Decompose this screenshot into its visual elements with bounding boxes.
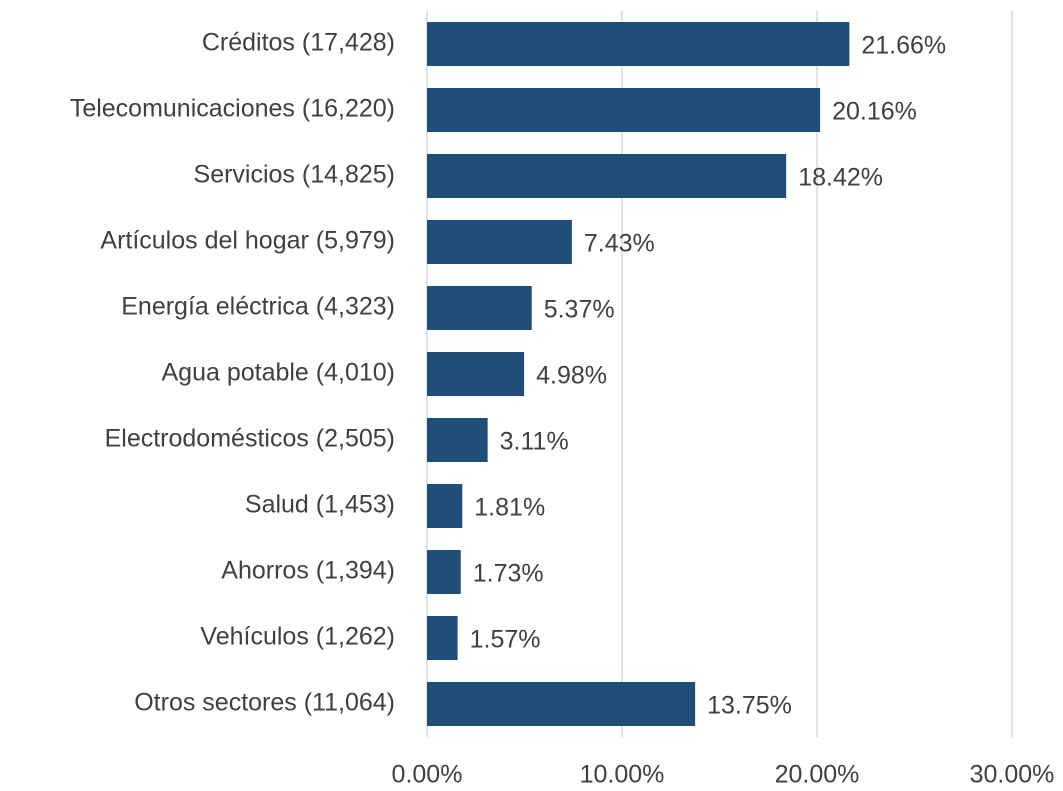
bar bbox=[427, 220, 572, 264]
x-tick-label: 20.00% bbox=[775, 761, 860, 789]
bar bbox=[427, 352, 525, 396]
y-tick-label: Telecomunicaciones (16,220) bbox=[70, 95, 395, 123]
bar bbox=[427, 22, 850, 66]
bar bbox=[427, 88, 821, 132]
value-label: 13.75% bbox=[707, 692, 792, 720]
value-label: 20.16% bbox=[832, 98, 917, 126]
value-label: 5.37% bbox=[544, 296, 615, 324]
value-label: 3.11% bbox=[500, 428, 569, 456]
x-tick-label: 10.00% bbox=[580, 761, 665, 789]
bar bbox=[427, 616, 458, 660]
bar bbox=[427, 550, 461, 594]
y-tick-label: Vehículos (1,262) bbox=[200, 623, 395, 651]
value-label: 7.43% bbox=[584, 230, 655, 258]
value-label: 1.81% bbox=[474, 494, 545, 522]
y-tick-label: Agua potable (4,010) bbox=[161, 359, 395, 387]
bar bbox=[427, 154, 787, 198]
y-tick-label: Créditos (17,428) bbox=[202, 29, 395, 57]
y-tick-label: Energía eléctrica (4,323) bbox=[121, 293, 395, 321]
value-label: 4.98% bbox=[536, 362, 607, 390]
y-tick-label: Servicios (14,825) bbox=[194, 161, 395, 189]
x-tick-label: 0.00% bbox=[392, 761, 463, 789]
y-tick-label: Otros sectores (11,064) bbox=[134, 689, 395, 717]
bar bbox=[427, 418, 488, 462]
value-label: 1.57% bbox=[470, 626, 541, 654]
bar bbox=[427, 682, 696, 726]
value-label: 1.73% bbox=[473, 560, 544, 588]
bar bbox=[427, 286, 532, 330]
y-tick-label: Ahorros (1,394) bbox=[221, 557, 395, 585]
x-tick-label: 30.00% bbox=[970, 761, 1055, 789]
value-label: 18.42% bbox=[798, 164, 883, 192]
bar bbox=[427, 484, 463, 528]
y-tick-label: Salud (1,453) bbox=[245, 491, 395, 519]
y-tick-label: Electrodomésticos (2,505) bbox=[105, 425, 395, 453]
y-tick-label: Artículos del hogar (5,979) bbox=[100, 227, 395, 255]
value-label: 21.66% bbox=[861, 32, 946, 60]
